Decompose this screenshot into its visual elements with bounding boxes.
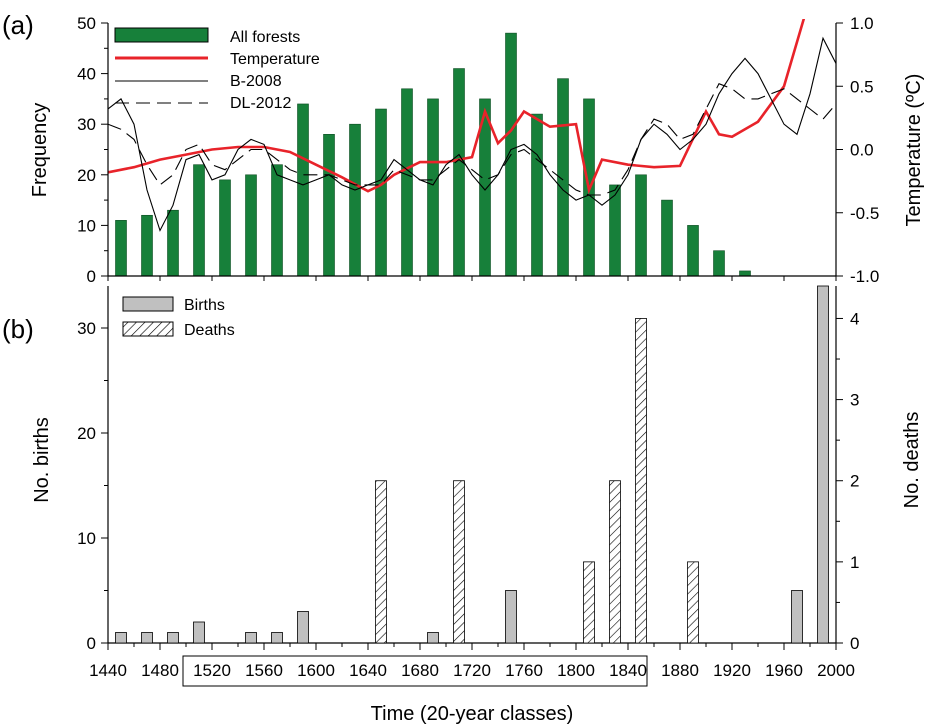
panel-b-y2-tick-label: 2 [850, 472, 859, 491]
deaths-bar [635, 318, 647, 644]
births-bar [193, 621, 205, 644]
forest-bar [323, 134, 335, 277]
forest-bar [635, 174, 647, 277]
forest-bar [531, 113, 543, 277]
panel-a-y2-axis-title: Temperature (ºC) [903, 74, 925, 227]
deaths-bar [687, 561, 699, 644]
panel-b-y-tick-label: 30 [77, 319, 96, 338]
legend-label-dl2012: DL-2012 [230, 95, 291, 112]
births-bar [817, 285, 829, 644]
forest-bar [115, 220, 127, 277]
panel-b-y2-tick-label: 1 [850, 553, 859, 572]
panel-a-y2-tick-label: 0.5 [850, 77, 874, 96]
panel-b-y-axis-title: No. births [31, 417, 53, 503]
panel-a-y-axis-title: Frequency [29, 103, 51, 198]
births-bar [427, 632, 439, 644]
births-bar [141, 632, 153, 644]
panel-b-y2-tick-label: 0 [850, 634, 859, 653]
births-bar [297, 611, 309, 644]
panel-a-y-tick-label: 30 [77, 115, 96, 134]
panel-b-y-tick-label: 0 [87, 634, 96, 653]
forest-bar [401, 88, 413, 277]
panel-b-y2-axis-title: No. deaths [901, 412, 923, 509]
deaths-bar [583, 561, 595, 644]
legend-label-deaths: Deaths [184, 322, 235, 339]
x-axis-highlight-box [182, 655, 648, 687]
forest-bar [713, 250, 725, 277]
legend-panel-a: All forests Temperature B-2008 DL-2012 [114, 27, 320, 112]
series-line-b-2008 [108, 36, 836, 232]
panel-a-y2-tick-label: -0.5 [850, 204, 879, 223]
forest-bar [193, 164, 205, 277]
births-bar [167, 632, 179, 644]
legend-swatch-all-forests [114, 27, 209, 43]
panel-b-label: (b) [2, 314, 34, 344]
panel-b-y2-tick-label: 4 [850, 309, 859, 328]
panel-b-y-tick-label: 10 [77, 529, 96, 548]
x-tick-label: 1560 [245, 661, 283, 680]
x-axis-title: Time (20-year classes) [371, 703, 574, 725]
x-tick-label: 1800 [557, 661, 595, 680]
forest-bar [271, 164, 283, 277]
births-bar [115, 632, 127, 644]
legend-label-temperature: Temperature [230, 51, 320, 68]
panel-b-y2-tick-label: 3 [850, 391, 859, 410]
forest-bar [245, 174, 257, 277]
births-bar [505, 590, 517, 644]
x-tick-label: 1680 [401, 661, 439, 680]
births-bar [245, 632, 257, 644]
series-line-temperature [108, 19, 806, 195]
legend-label-all-forests: All forests [230, 29, 300, 46]
series-line-dl-2012 [108, 83, 836, 196]
panel-a-y-tick-label: 0 [87, 267, 96, 286]
forest-bar [427, 98, 439, 277]
x-tick-label: 1600 [297, 661, 335, 680]
panel-a-y2-tick-label: -1.0 [850, 267, 879, 286]
forest-bar [219, 179, 231, 277]
deaths-bar [375, 480, 387, 644]
deaths-bar [609, 480, 621, 644]
forest-bar [349, 123, 361, 277]
panel-a-y-tick-label: 10 [77, 216, 96, 235]
x-tick-label: 1520 [193, 661, 231, 680]
x-tick-label: 1960 [765, 661, 803, 680]
panel-b: 0 10 20 30 0 1 2 3 4 1440 1480 1520 1560 1600 1640 1680… [77, 285, 859, 680]
x-tick-label: 1920 [713, 661, 751, 680]
legend-panel-b: Births Deaths [122, 296, 235, 339]
legend-swatch-deaths [122, 321, 174, 337]
forest-bar [661, 199, 673, 277]
legend-label-b2008: B-2008 [230, 73, 282, 90]
x-tick-label: 1840 [609, 661, 647, 680]
forest-bar [297, 103, 309, 277]
forest-bar [141, 214, 153, 277]
forest-bar [453, 68, 465, 277]
x-tick-label: 1720 [453, 661, 491, 680]
panel-b-y-tick-label: 20 [77, 424, 96, 443]
x-tick-label: 2000 [817, 661, 855, 680]
panel-a: 0 10 20 30 40 50 -1.0 -0.5 0.0 0.5 1.0 [77, 14, 879, 286]
births-bar [271, 632, 283, 644]
forest-bar [687, 225, 699, 277]
births-bar [791, 590, 803, 644]
x-tick-label: 1880 [661, 661, 699, 680]
panel-a-y-tick-label: 40 [77, 65, 96, 84]
x-tick-label: 1760 [505, 661, 543, 680]
panel-a-y2-tick-label: 1.0 [850, 14, 874, 33]
panel-a-y-tick-label: 20 [77, 166, 96, 185]
x-tick-label: 1440 [89, 661, 127, 680]
forest-bar [375, 108, 387, 277]
legend-label-births: Births [184, 297, 225, 314]
legend-swatch-births [122, 296, 174, 312]
x-tick-label: 1640 [349, 661, 387, 680]
forest-bar [739, 270, 751, 277]
deaths-bar [453, 480, 465, 644]
panel-a-y-tick-label: 50 [77, 14, 96, 33]
x-tick-label: 1480 [141, 661, 179, 680]
panel-a-y2-tick-label: 0.0 [850, 141, 874, 160]
forest-bar [167, 209, 179, 277]
panel-a-label: (a) [2, 10, 34, 40]
